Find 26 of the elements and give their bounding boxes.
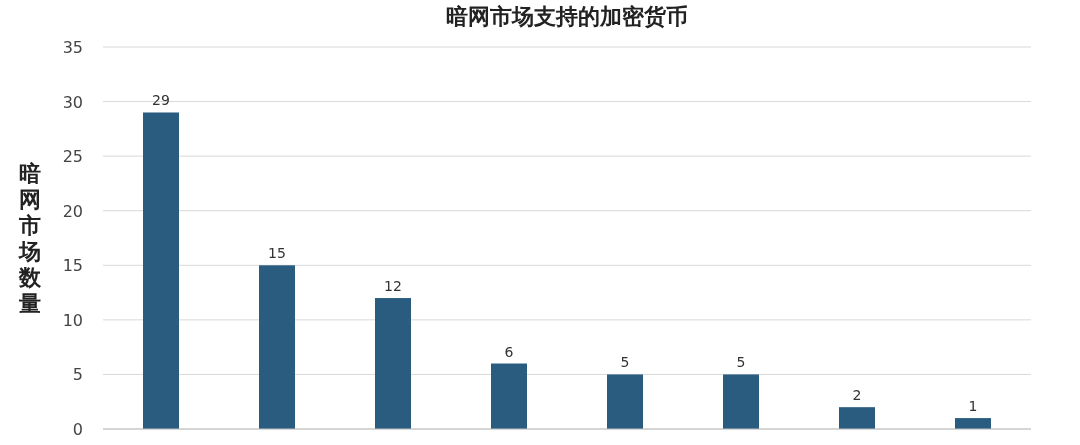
y-tick-label: 35 bbox=[62, 38, 83, 57]
y-tick-label: 15 bbox=[62, 256, 83, 276]
bar bbox=[607, 374, 643, 429]
bar bbox=[143, 112, 179, 429]
data-label: 1 bbox=[968, 398, 978, 415]
bar bbox=[375, 298, 411, 429]
data-label: 6 bbox=[504, 343, 514, 360]
data-label: 29 bbox=[152, 92, 170, 109]
title: 暗网市场支持的加密货币 bbox=[446, 4, 688, 29]
y-tick-label: 20 bbox=[62, 201, 83, 221]
ylabel: 暗网市场数量 bbox=[19, 161, 41, 316]
bar bbox=[491, 363, 527, 429]
y-tick-label: 0 bbox=[72, 420, 83, 439]
bar bbox=[955, 418, 991, 429]
bar bbox=[259, 265, 295, 429]
data-label: 15 bbox=[268, 245, 286, 262]
bar bbox=[839, 407, 875, 429]
data-label: 12 bbox=[384, 278, 402, 295]
data-label: 5 bbox=[736, 354, 746, 371]
data-label: 5 bbox=[620, 354, 630, 371]
y-tick-label: 5 bbox=[72, 365, 83, 385]
y-tick-label: 30 bbox=[62, 92, 83, 112]
y-tick-label: 25 bbox=[62, 147, 83, 167]
bar bbox=[723, 374, 759, 429]
y-tick-label: 10 bbox=[62, 310, 83, 330]
data-label: 2 bbox=[852, 387, 862, 404]
